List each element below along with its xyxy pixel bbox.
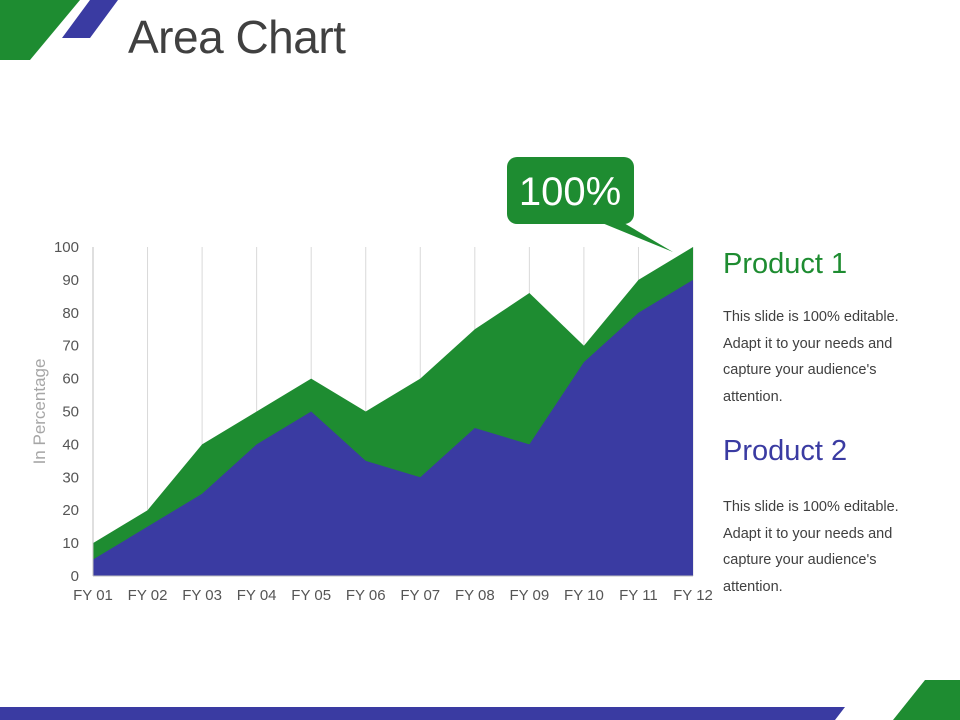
y-tick-label: 30 [62, 469, 79, 486]
y-tick-label: 100 [54, 239, 79, 256]
y-tick-label: 90 [62, 272, 79, 289]
x-tick-label: FY 12 [673, 587, 713, 604]
y-tick-label: 40 [62, 436, 79, 453]
x-tick-label: FY 03 [182, 587, 222, 604]
x-tick-label: FY 02 [128, 587, 168, 604]
y-axis-title: In Percentage [30, 359, 49, 465]
y-tick-label: 50 [62, 404, 79, 421]
x-tick-label: FY 05 [291, 587, 331, 604]
x-tick-label: FY 08 [455, 587, 495, 604]
callout-box [507, 157, 634, 224]
x-tick-label: FY 10 [564, 587, 604, 604]
legend-description-product-2: This slide is 100% editable. Adapt it to… [723, 499, 899, 595]
y-tick-label: 60 [62, 371, 79, 388]
legend-heading-product-2: Product 2 [723, 435, 848, 467]
y-tick-label: 70 [62, 338, 79, 355]
x-tick-label: FY 11 [619, 587, 658, 604]
x-tick-label: FY 07 [400, 587, 440, 604]
area-series-2 [93, 279, 693, 576]
legend-description-product-1: This slide is 100% editable. Adapt it to… [723, 309, 899, 405]
page-title: Area Chart [128, 11, 346, 63]
y-tick-label: 80 [62, 305, 79, 322]
top-left-blue-stripe [62, 0, 118, 38]
callout-pointer [585, 216, 673, 252]
y-tick-label: 20 [62, 502, 79, 519]
top-left-green-stripe [0, 0, 80, 60]
callout-label: 100% [519, 170, 621, 214]
x-tick-label: FY 04 [237, 587, 277, 604]
y-tick-label: 0 [71, 568, 79, 585]
bottom-right-green-stripe [893, 680, 960, 720]
x-tick-label: FY 06 [346, 587, 386, 604]
x-tick-label: FY 01 [73, 587, 113, 604]
x-tick-label: FY 09 [509, 587, 549, 604]
legend-heading-product-1: Product 1 [723, 248, 848, 280]
y-tick-label: 10 [62, 535, 79, 552]
bottom-blue-bar [0, 707, 845, 720]
